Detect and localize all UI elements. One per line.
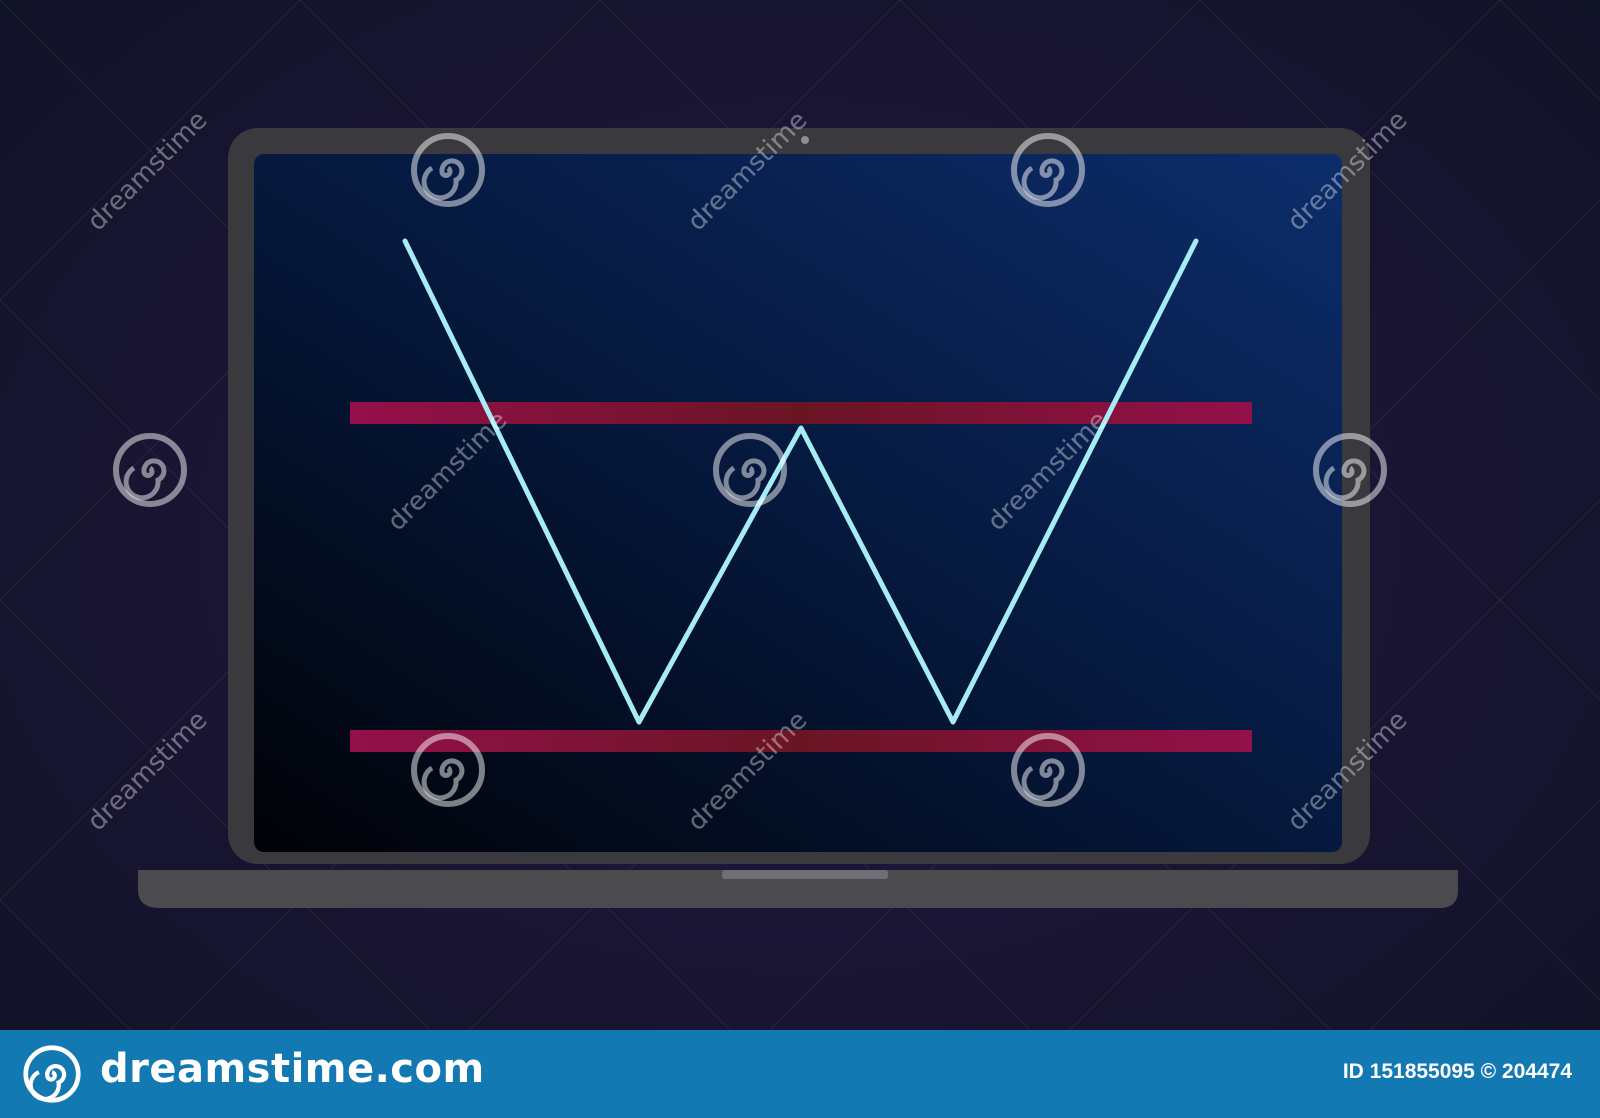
brand-name: dreamstime.com: [100, 1046, 485, 1092]
double-bottom-pattern-line: [402, 238, 1199, 725]
laptop-illustration: dreamstime dreamstime dreamstime dreamst…: [0, 0, 1600, 1030]
laptop-base: [138, 870, 1458, 908]
dreamstime-spiral-icon: [23, 1045, 81, 1103]
laptop-screen: [254, 154, 1342, 852]
resistance-level-bar: [350, 402, 1252, 424]
stock-id-label: ID 151855095 © 204474: [1342, 1060, 1572, 1083]
webcam-icon: [801, 136, 809, 144]
laptop-base-notch: [722, 870, 888, 879]
stock-footer-bar: dreamstime.com ID 151855095 © 204474: [0, 1030, 1600, 1118]
